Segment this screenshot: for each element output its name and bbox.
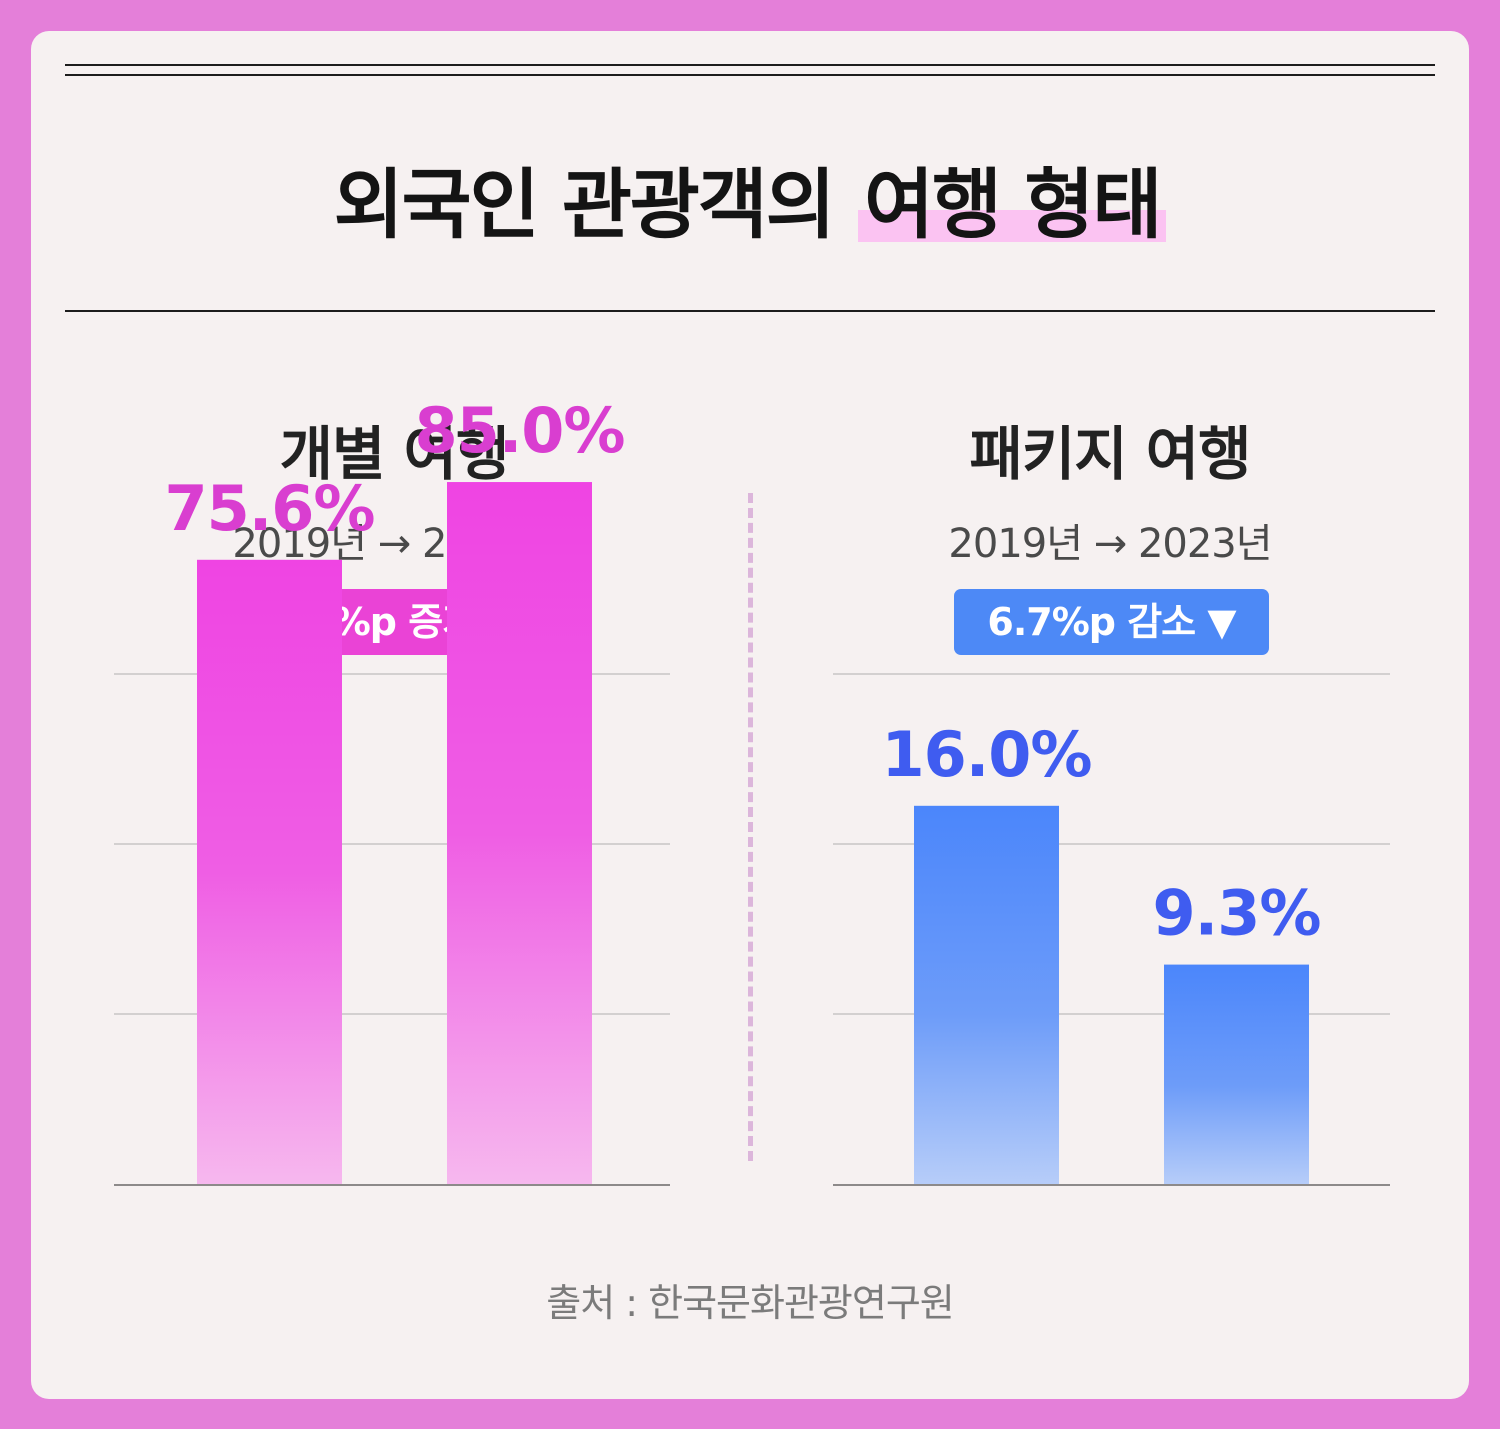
panel-divider bbox=[748, 493, 753, 1161]
top-rule-second bbox=[65, 74, 1435, 76]
bar-package-1 bbox=[1164, 964, 1309, 1185]
bar-package-0 bbox=[914, 805, 1059, 1185]
bar-individual-1 bbox=[447, 482, 592, 1185]
change-badge-decrease: 6.7%p 감소 ▼ bbox=[954, 589, 1269, 655]
bar-value-label: 16.0% bbox=[881, 718, 1091, 791]
bar-charts: 75.6% 85.0% 16.0% 9.3% bbox=[114, 394, 1390, 1186]
bar-individual-0 bbox=[197, 559, 342, 1185]
chart-package: 16.0% 9.3% bbox=[833, 673, 1390, 1186]
infographic-card: 외국인 관광객의 여행 형태 개별 여행 2019년 → 2023년 9.4%p… bbox=[31, 31, 1469, 1399]
panel-title-individual: 개별 여행 bbox=[279, 420, 510, 488]
panel-years-package: 2019년 → 2023년 bbox=[948, 521, 1272, 567]
title-underline-rule bbox=[65, 310, 1435, 312]
source-note: 출처 : 한국문화관광연구원 bbox=[546, 1281, 955, 1325]
bar-value-label: 9.3% bbox=[1153, 877, 1321, 950]
page-title: 외국인 관광객의 여행 형태 bbox=[31, 159, 1469, 251]
top-rule bbox=[65, 64, 1435, 66]
bar-value-label: 75.6% bbox=[164, 472, 374, 545]
panel-title-package: 패키지 여행 bbox=[969, 420, 1252, 488]
title-highlight: 여행 형태 bbox=[858, 160, 1167, 249]
bar-value-label: 85.0% bbox=[414, 394, 624, 467]
chart-individual: 75.6% 85.0% bbox=[114, 394, 670, 1186]
title-main: 외국인 관광객의 bbox=[333, 160, 836, 249]
